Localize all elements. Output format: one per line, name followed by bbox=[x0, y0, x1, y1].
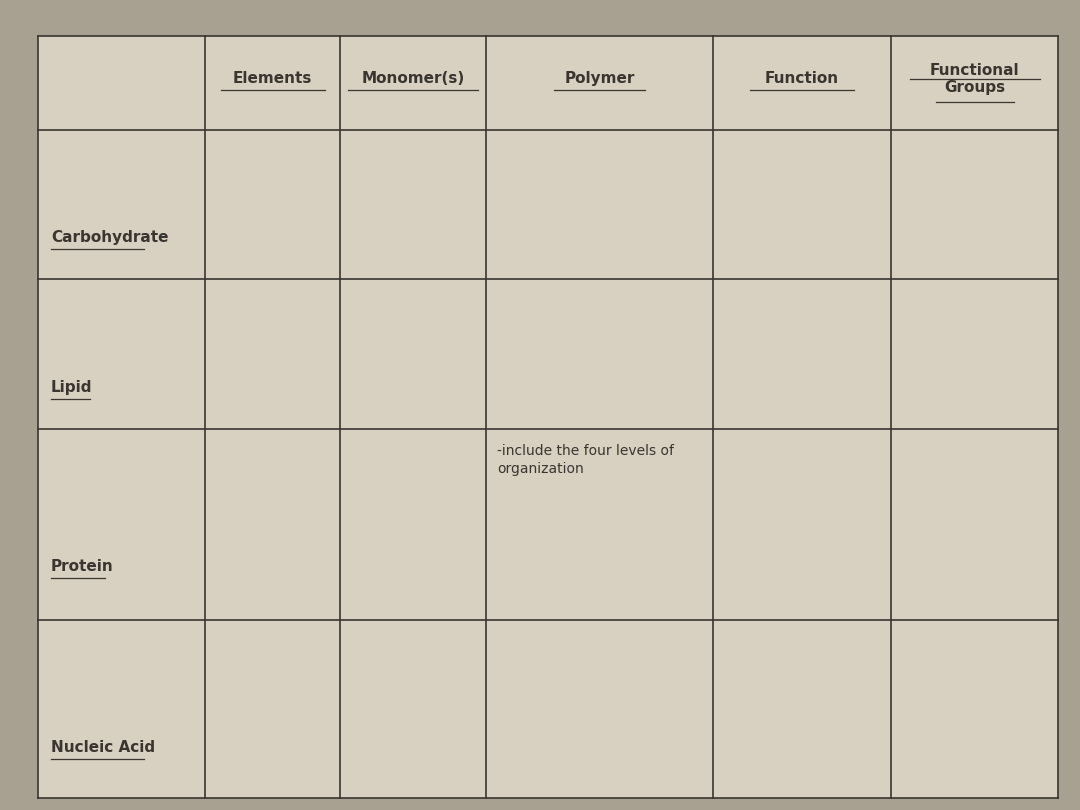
Text: Lipid: Lipid bbox=[51, 380, 92, 394]
Text: Elements: Elements bbox=[233, 71, 312, 87]
Text: Nucleic Acid: Nucleic Acid bbox=[51, 740, 154, 756]
Text: Monomer(s): Monomer(s) bbox=[362, 71, 464, 87]
Text: -include the four levels of
organization: -include the four levels of organization bbox=[497, 444, 674, 476]
Text: Protein: Protein bbox=[51, 559, 113, 573]
Text: Polymer: Polymer bbox=[564, 71, 635, 87]
Text: Carbohydrate: Carbohydrate bbox=[51, 230, 168, 245]
Text: Function: Function bbox=[765, 71, 839, 87]
Text: Functional
Groups: Functional Groups bbox=[930, 63, 1020, 96]
